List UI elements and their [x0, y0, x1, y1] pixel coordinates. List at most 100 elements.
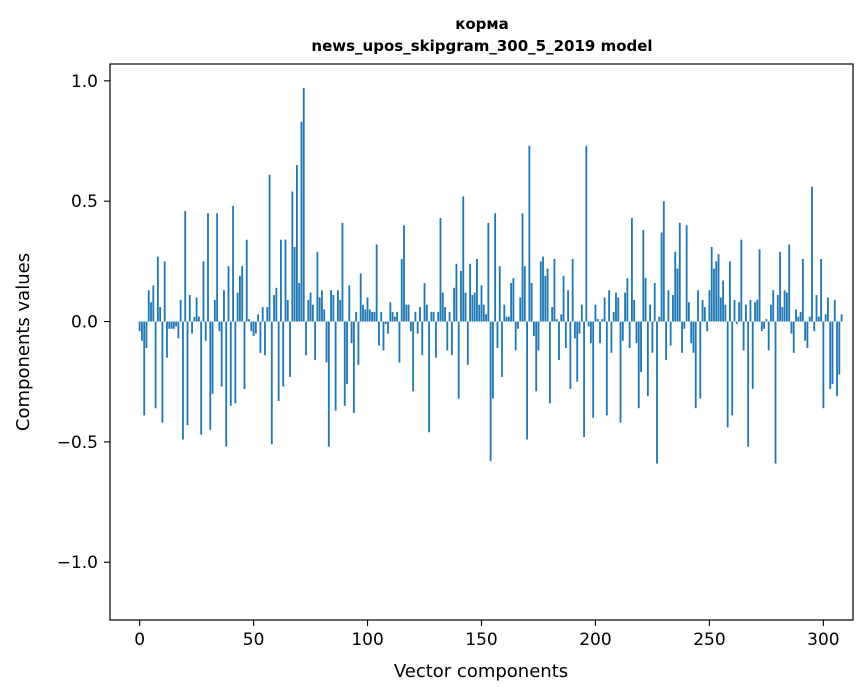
bar-65	[286, 299, 289, 322]
bar-107	[382, 321, 385, 351]
bar-226	[653, 283, 656, 322]
bar-175	[537, 321, 540, 351]
bar-37	[223, 290, 225, 322]
bar-27	[200, 321, 203, 435]
bar-237	[678, 222, 681, 322]
bar-224	[649, 304, 652, 322]
y-tick-label-3: −0.5	[57, 433, 98, 453]
bar-3	[145, 321, 148, 349]
bar-105	[378, 321, 380, 346]
bar-110	[389, 302, 392, 322]
bar-190	[571, 258, 574, 322]
bar-178	[544, 275, 547, 322]
bar-287	[792, 321, 795, 353]
bar-222	[644, 278, 647, 322]
bar-8	[156, 256, 159, 322]
bar-68	[293, 246, 296, 322]
bar-55	[264, 321, 266, 356]
bar-290	[799, 311, 802, 322]
bar-134	[444, 307, 446, 322]
bar-286	[790, 321, 793, 334]
bar-136	[448, 311, 451, 322]
bar-267	[747, 321, 750, 447]
bar-152	[485, 314, 487, 322]
bar-125	[423, 283, 426, 322]
bar-184	[558, 321, 560, 361]
bar-191	[574, 321, 576, 339]
y-tick-label-0: 1.0	[71, 72, 98, 92]
bar-303	[829, 321, 832, 389]
bar-16	[175, 321, 177, 327]
bar-186	[562, 275, 565, 322]
bar-34	[216, 213, 219, 322]
bar-218	[635, 321, 638, 344]
bar-6	[152, 285, 155, 322]
bar-206	[608, 290, 611, 322]
bar-221	[642, 230, 645, 322]
bar-45	[241, 266, 244, 322]
bar-25	[195, 297, 198, 322]
bar-243	[692, 321, 695, 353]
bar-174	[535, 321, 538, 392]
bar-167	[519, 297, 522, 322]
bar-131	[437, 311, 440, 322]
bar-143	[464, 292, 467, 322]
bar-155	[491, 321, 494, 399]
bar-248	[703, 307, 706, 322]
bar-5	[150, 302, 152, 322]
bar-158	[498, 266, 501, 322]
bar-257	[724, 304, 727, 322]
bar-102	[371, 311, 374, 322]
bar-78	[316, 251, 319, 322]
bar-74	[307, 299, 310, 322]
bar-233	[669, 321, 672, 346]
bar-47	[245, 239, 248, 322]
bar-91	[346, 321, 348, 385]
bar-52	[257, 314, 260, 322]
bar-104	[375, 244, 378, 322]
bar-189	[569, 321, 572, 389]
bar-73	[305, 321, 307, 356]
bar-32	[211, 321, 214, 394]
bar-13	[168, 321, 171, 329]
bar-211	[619, 321, 622, 423]
bar-172	[530, 283, 533, 322]
bar-176	[539, 261, 542, 322]
bar-245	[697, 290, 699, 322]
bar-304	[831, 321, 834, 385]
bar-151	[482, 304, 485, 322]
bar-274	[763, 321, 766, 329]
bar-112	[393, 316, 396, 322]
bar-249	[706, 321, 709, 332]
bar-235	[674, 251, 677, 322]
bar-272	[758, 249, 761, 322]
bar-36	[220, 321, 223, 387]
y-axis-ticks: 1.0 0.5 0.0 −0.5 −1.0	[57, 72, 110, 573]
bar-293	[806, 321, 809, 349]
bar-183	[555, 319, 558, 322]
bar-258	[726, 321, 729, 428]
x-tick-label-0: 0	[134, 630, 145, 650]
bar-86	[334, 321, 337, 411]
bar-289	[797, 316, 800, 322]
bar-266	[744, 304, 747, 322]
bar-198	[589, 321, 592, 344]
bar-236	[676, 268, 679, 322]
bar-254	[717, 254, 720, 322]
bar-101	[368, 309, 371, 322]
bar-20	[184, 210, 187, 322]
bar-59	[273, 295, 276, 322]
bar-179	[546, 268, 549, 322]
bar-43	[236, 292, 239, 322]
bar-161	[505, 316, 508, 322]
bar-162	[507, 316, 510, 322]
bar-299	[820, 258, 822, 322]
bar-9	[159, 307, 162, 322]
bar-281	[779, 251, 781, 322]
bar-160	[503, 304, 506, 322]
bar-19	[182, 321, 184, 440]
bar-232	[667, 290, 670, 322]
bar-292	[804, 321, 807, 341]
bar-60	[275, 287, 278, 322]
bar-127	[428, 321, 430, 433]
